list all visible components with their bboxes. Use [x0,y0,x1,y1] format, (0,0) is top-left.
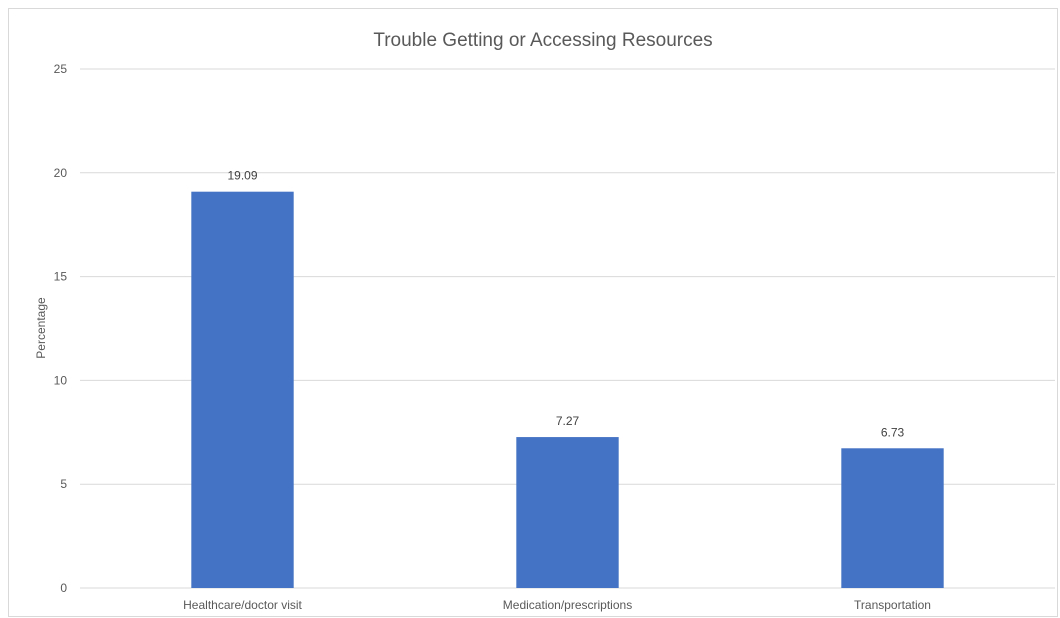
bar [516,437,619,588]
y-axis-label: Percentage [34,297,48,359]
x-axis-ticks: Healthcare/doctor visit Medication/prescr… [183,598,931,612]
y-tick-label: 25 [54,62,68,76]
x-tick-label: Healthcare/doctor visit [183,598,302,612]
data-label: 6.73 [881,425,905,439]
data-label: 19.09 [227,169,257,183]
y-tick-label: 0 [60,581,67,595]
y-axis-ticks: 0 5 10 15 20 25 [54,62,68,595]
data-label: 7.27 [556,414,580,428]
y-tick-label: 5 [60,477,67,491]
data-labels: 19.09 7.27 6.73 [227,169,904,440]
x-tick-label: Medication/prescriptions [503,598,632,612]
bars [191,191,944,589]
x-tick-label: Transportation [854,598,931,612]
bar [191,191,294,589]
chart-title: Trouble Getting or Accessing Resources [373,30,712,51]
bar [841,448,944,588]
y-tick-label: 20 [54,166,68,180]
y-tick-label: 15 [54,270,68,284]
y-tick-label: 10 [54,373,68,387]
